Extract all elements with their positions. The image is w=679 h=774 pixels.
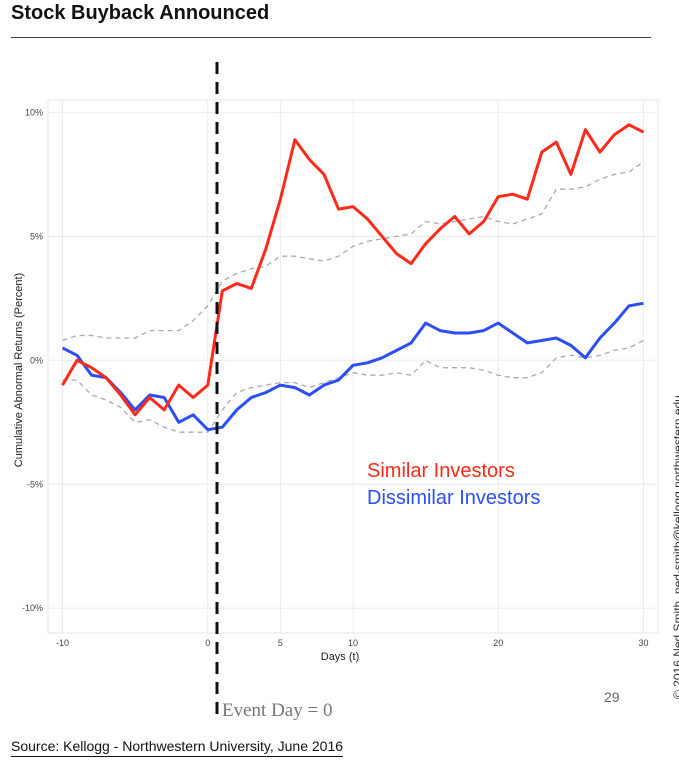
dissimilar-investors-line	[61, 301, 644, 432]
title-divider	[11, 37, 651, 38]
x-tick-label: 30	[638, 638, 648, 648]
source-citation: Source: Kellogg - Northwestern Universit…	[11, 738, 344, 757]
copyright-notice: © 2016 Ned Smith, ned-smith@kellogg.nort…	[671, 395, 679, 699]
similar-investors-line	[61, 123, 645, 417]
tick-labels: 10% 5% 0% -5% -10% -10 0 5 10 20 30	[22, 107, 648, 648]
y-tick-label: 10%	[25, 107, 43, 117]
confidence-lower-line	[62, 339, 644, 433]
series-group	[61, 123, 645, 433]
y-tick-label: -5%	[27, 479, 43, 489]
legend-similar-investors: Similar Investors	[367, 460, 515, 482]
x-tick-label: 0	[205, 638, 210, 648]
page-number: 29	[604, 689, 620, 705]
x-tick-label: 10	[348, 638, 358, 648]
confidence-upper-line	[62, 161, 644, 342]
x-axis-label: Days (t)	[321, 651, 360, 663]
event-day-label: Event Day = 0	[222, 700, 332, 721]
legend-dissimilar-investors: Dissimilar Investors	[367, 487, 540, 509]
x-tick-label: -10	[56, 638, 69, 648]
y-tick-label: 5%	[30, 231, 43, 241]
slide-title: Stock Buyback Announced	[11, 2, 270, 24]
grid-lines	[48, 100, 658, 633]
y-axis-label: Cumulative Abnormal Returns (Percent)	[13, 273, 25, 467]
y-tick-label: 0%	[30, 355, 43, 365]
x-tick-label: 5	[278, 638, 283, 648]
y-tick-label: -10%	[22, 603, 43, 613]
x-tick-label: 20	[493, 638, 503, 648]
